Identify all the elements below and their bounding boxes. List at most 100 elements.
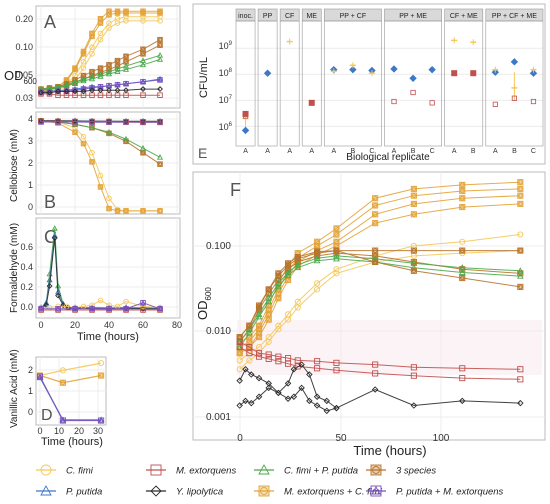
- data-point-square: [255, 334, 263, 341]
- data-point-triangle: [123, 80, 129, 86]
- panel-c-ytick: 0.0: [20, 302, 33, 312]
- data-point-triangle: [157, 306, 163, 311]
- data-point-square: [517, 200, 524, 207]
- data-point-circle: [106, 12, 112, 17]
- data-point: [313, 402, 321, 409]
- data-point: [140, 300, 146, 306]
- data-point-triangle: [106, 306, 112, 311]
- data-point-circle: [285, 266, 291, 272]
- data-point: [265, 351, 272, 358]
- data-point: [236, 343, 244, 350]
- data-point-circle: [411, 268, 417, 274]
- data-point-circle: [295, 259, 301, 265]
- data-point-square: [140, 208, 146, 214]
- data-point-circle: [256, 305, 262, 310]
- data-point: [80, 134, 87, 140]
- data-point: [429, 100, 435, 106]
- data-point: [451, 70, 458, 77]
- data-point: [285, 260, 292, 267]
- data-point-circle: [157, 43, 163, 48]
- data-point-circle: [285, 261, 291, 266]
- data-point-circle: [98, 373, 104, 378]
- data-point: [459, 187, 466, 195]
- data-point: [97, 30, 104, 37]
- data-point: [248, 399, 255, 407]
- data-point: [157, 36, 163, 43]
- data-point: [72, 129, 78, 135]
- panel-f-ytick: 0.100: [206, 241, 231, 252]
- data-point: [265, 316, 272, 323]
- data-point: [106, 195, 112, 202]
- data-point: [372, 220, 379, 227]
- data-point: [323, 397, 331, 405]
- data-point-square: [459, 195, 466, 202]
- data-point: [105, 129, 113, 135]
- data-point-square: [123, 10, 129, 16]
- legend-label: P. putida + M. extorquens: [396, 487, 504, 498]
- data-point-circle: [518, 271, 523, 276]
- data-point: [313, 393, 321, 400]
- data-point: [372, 370, 379, 377]
- data-point: [294, 298, 301, 305]
- data-point: [236, 402, 243, 409]
- legend-label: 3 species: [396, 466, 436, 477]
- data-point-square: [410, 200, 417, 207]
- data-point-circle: [518, 284, 523, 290]
- facet-frame: [301, 20, 322, 147]
- data-point-square: [459, 187, 466, 195]
- data-point-square: [459, 181, 466, 188]
- data-point-square: [410, 247, 417, 254]
- data-point: [517, 283, 524, 290]
- data-point-square: [333, 247, 340, 254]
- data-point: [123, 306, 129, 312]
- legend-key-marker: [150, 485, 162, 497]
- data-point-circle: [518, 201, 523, 207]
- data-point: [255, 393, 263, 400]
- data-point: [372, 247, 379, 254]
- series-line: [239, 258, 521, 348]
- data-point: [55, 92, 61, 98]
- data-point-triangle: [38, 306, 44, 311]
- data-point: [410, 89, 416, 96]
- series-line: [39, 362, 102, 377]
- data-point: [255, 350, 263, 357]
- legend-label: Y. lipolytica: [176, 487, 223, 498]
- data-point-circle: [106, 62, 112, 67]
- data-point-circle: [72, 130, 78, 135]
- data-point: [391, 98, 397, 105]
- data-point: [333, 231, 340, 238]
- data-point: [38, 89, 44, 96]
- panel-f: F OD600 0.100 0.010 0.001 0 50 100 Time …: [192, 171, 546, 458]
- panel-c-xtick: 40: [104, 320, 114, 330]
- data-point: [97, 70, 104, 77]
- panel-f-ylabel: OD600: [195, 287, 213, 320]
- data-point: [140, 118, 146, 125]
- data-point: [459, 247, 466, 254]
- data-point: [517, 200, 524, 207]
- data-point-circle: [372, 220, 378, 226]
- data-point-circle: [459, 248, 465, 253]
- data-point-square: [72, 129, 78, 135]
- data-point-square: [517, 283, 524, 290]
- data-point: [106, 205, 112, 212]
- data-point: [72, 92, 78, 98]
- data-point: [294, 264, 302, 271]
- data-point-circle: [123, 54, 129, 59]
- data-point: [157, 306, 163, 312]
- data-point-square: [333, 231, 340, 238]
- data-point: [97, 184, 104, 190]
- data-point-circle: [140, 10, 146, 16]
- data-point-square: [106, 205, 112, 212]
- data-point-square: [246, 322, 253, 329]
- data-point: [285, 277, 292, 284]
- data-point-square: [333, 225, 340, 232]
- data-point: [123, 53, 129, 60]
- data-point: [294, 253, 301, 261]
- data-point: [333, 225, 340, 232]
- panel-a-ytick: 0.10: [15, 42, 33, 52]
- data-point: [123, 298, 129, 305]
- data-point-circle: [459, 188, 465, 194]
- data-point-circle: [123, 10, 129, 16]
- data-point: [51, 235, 58, 241]
- data-point: [517, 366, 524, 373]
